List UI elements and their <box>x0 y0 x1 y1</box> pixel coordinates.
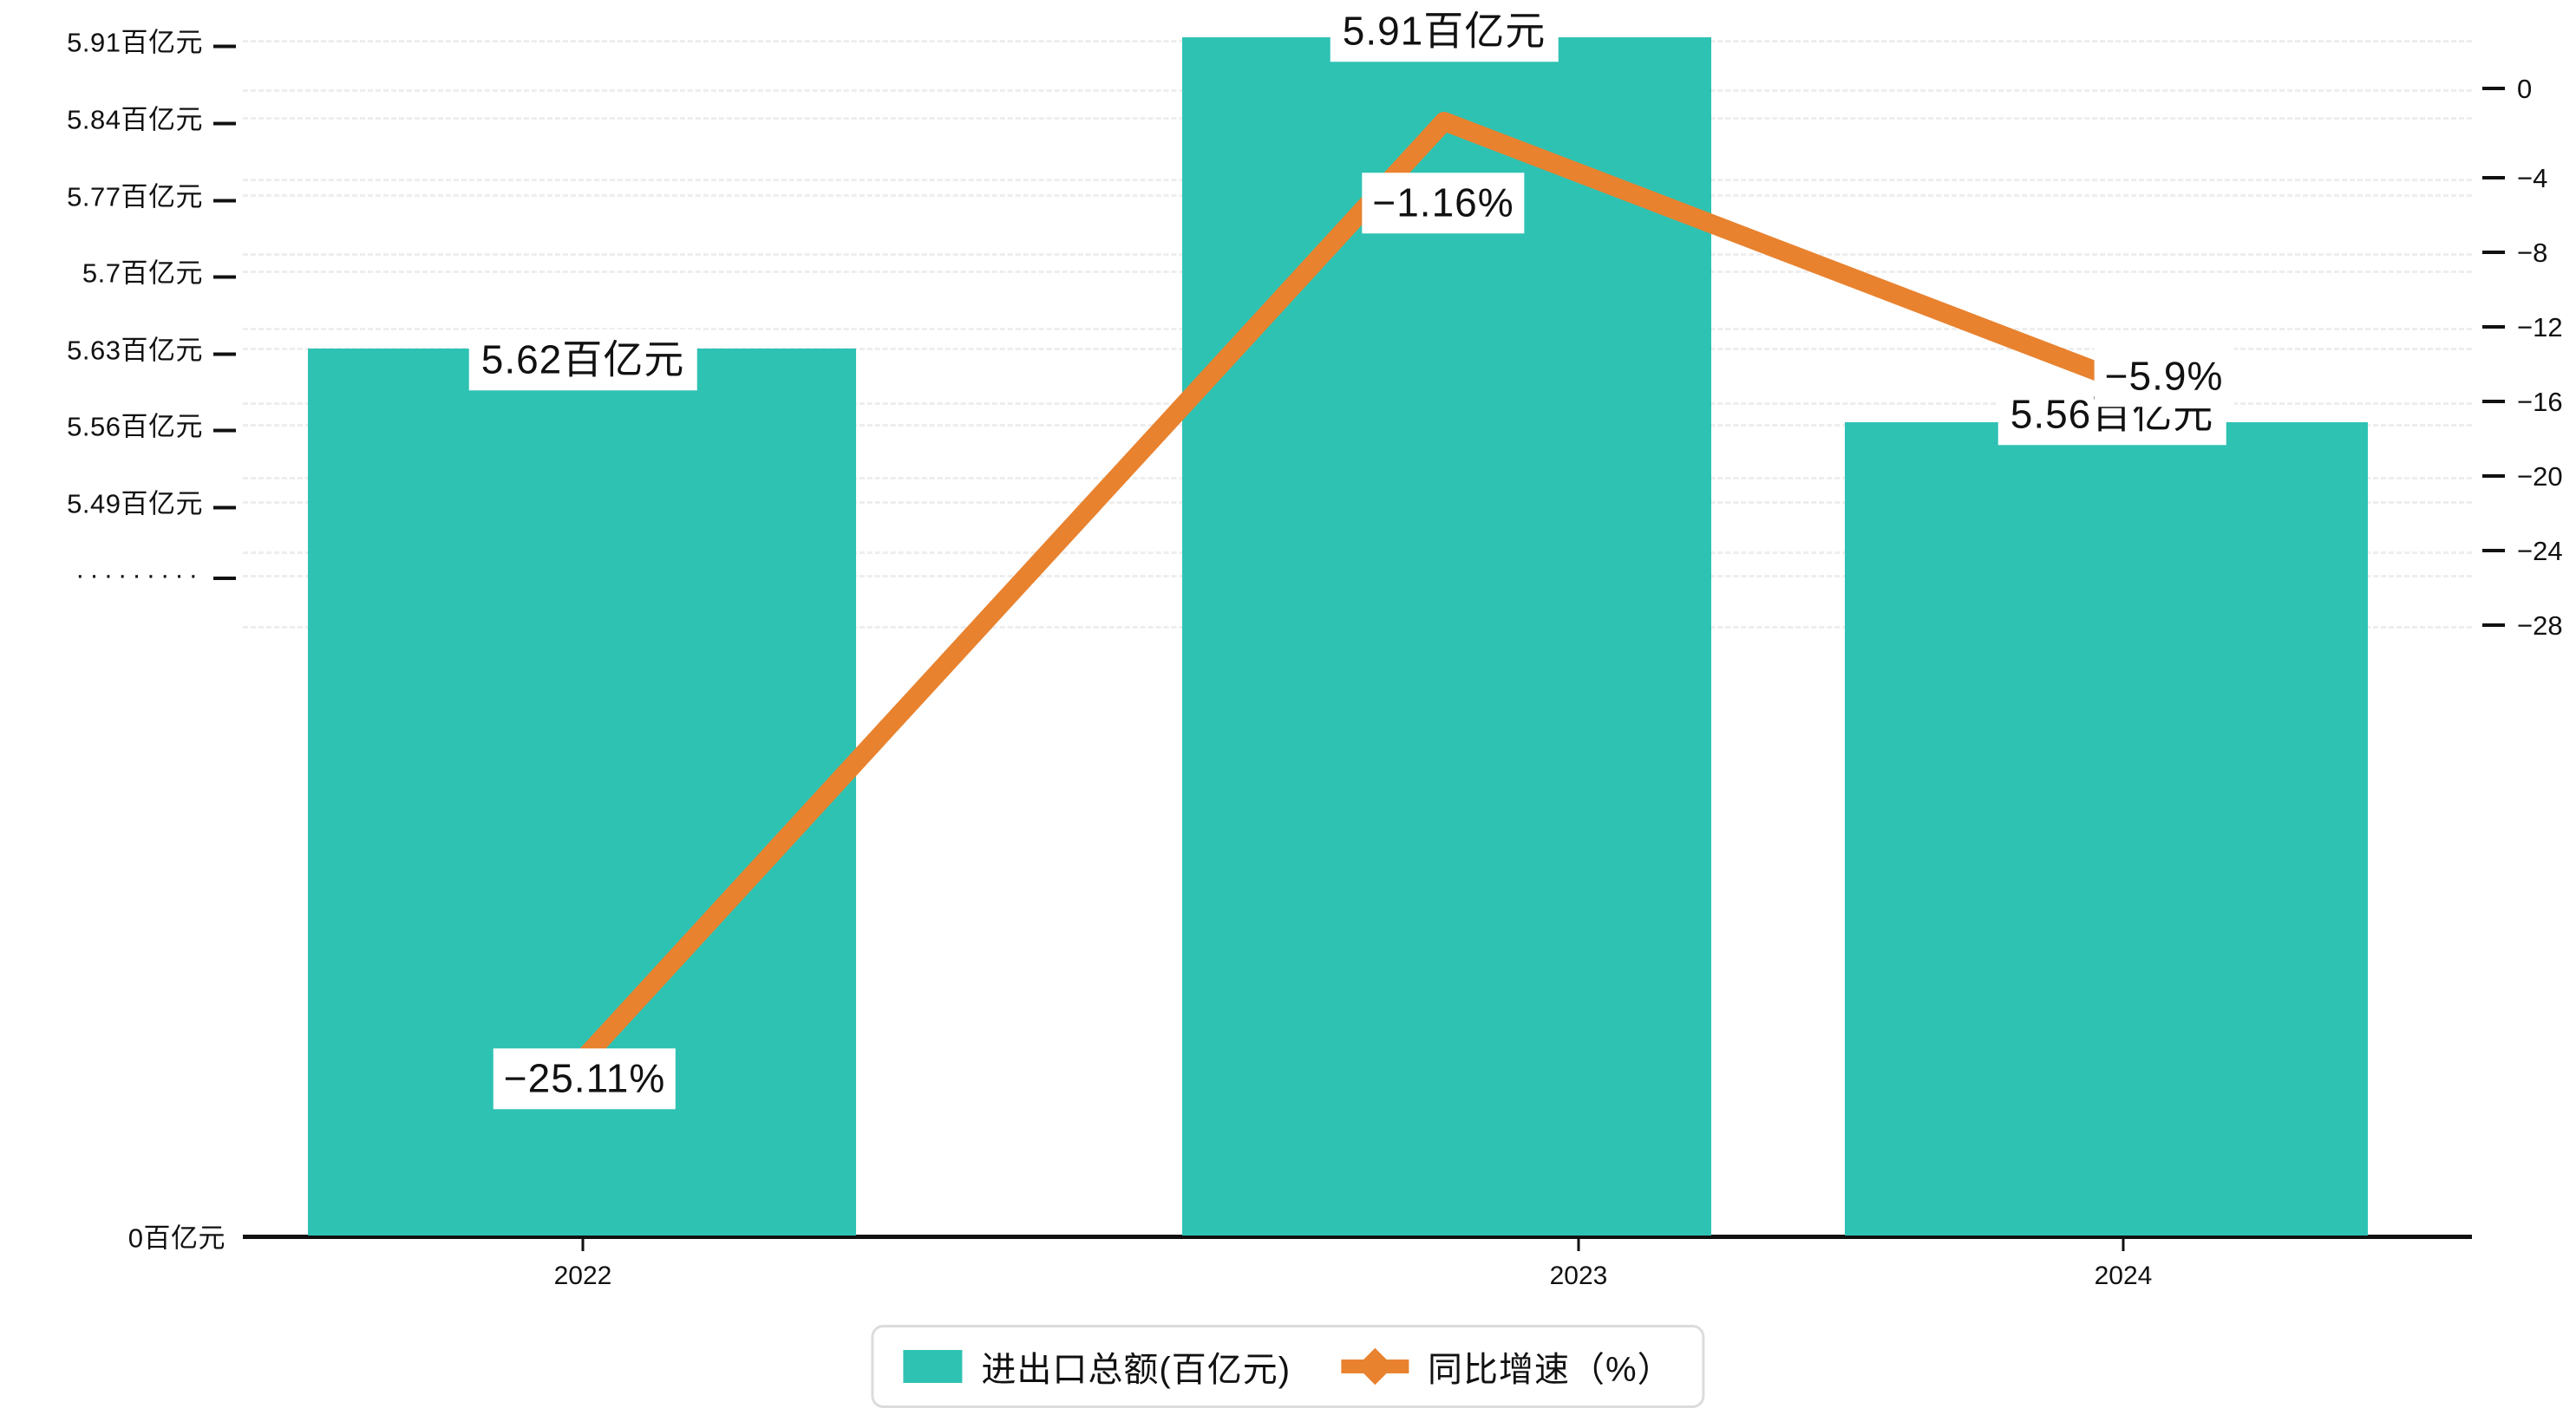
right-axis-tick: −16 <box>2482 387 2563 418</box>
right-axis-tick: −12 <box>2482 312 2563 343</box>
legend-label-line: 同比增速（%） <box>1428 1351 1673 1389</box>
x-axis-tick-mark <box>1577 1239 1580 1251</box>
left-axis-tick: 5.63百亿元 <box>67 329 236 368</box>
x-axis-line <box>243 1235 2472 1239</box>
line-value-label-2022: −25.11% <box>493 1048 677 1109</box>
left-axis-tick: 5.49百亿元 <box>67 482 236 521</box>
left-axis-tick: 5.77百亿元 <box>67 175 236 214</box>
bar-swatch-icon <box>903 1350 963 1383</box>
left-axis-tick: 5.91百亿元 <box>67 21 236 60</box>
left-axis-tick: 5.84百亿元 <box>67 98 236 137</box>
line-swatch-icon <box>1341 1347 1409 1386</box>
legend-item-bar[interactable]: 进出口总额(百亿元) <box>903 1341 1291 1392</box>
left-axis-break-indicator: ········· <box>75 559 236 590</box>
line-value-label-2023: −1.16% <box>1362 173 1525 233</box>
bar-2024[interactable] <box>1845 422 2368 1236</box>
right-axis-tick: −4 <box>2482 163 2547 194</box>
legend-label-bar: 进出口总额(百亿元) <box>981 1351 1291 1389</box>
x-axis-tick-label-2022: 2022 <box>553 1262 612 1290</box>
x-axis-tick-mark <box>581 1239 585 1251</box>
line-value-label-2024: −5.9% <box>2094 346 2234 407</box>
left-axis-tick: 5.7百亿元 <box>82 251 236 290</box>
right-axis-tick: −28 <box>2482 610 2563 642</box>
right-axis-tick: −20 <box>2482 461 2563 492</box>
right-axis-tick: 0 <box>2482 74 2532 105</box>
left-axis-zero-label: 0百亿元 <box>127 1223 226 1254</box>
right-axis-tick: −24 <box>2482 536 2563 567</box>
right-axis-tick: −8 <box>2482 238 2547 269</box>
bar-value-label-2023: 5.91百亿元 <box>1330 1 1559 62</box>
x-axis-tick-label-2024: 2024 <box>2094 1262 2153 1290</box>
x-axis-tick-mark <box>2122 1239 2125 1251</box>
x-axis-tick-label-2023: 2023 <box>1549 1262 1608 1290</box>
legend-item-line[interactable]: 同比增速（%） <box>1341 1341 1673 1392</box>
bar-value-label-2022: 5.62百亿元 <box>468 329 697 390</box>
left-axis-tick: 5.56百亿元 <box>67 405 236 444</box>
chart-legend[interactable]: 进出口总额(百亿元) 同比增速（%） <box>871 1325 1705 1408</box>
